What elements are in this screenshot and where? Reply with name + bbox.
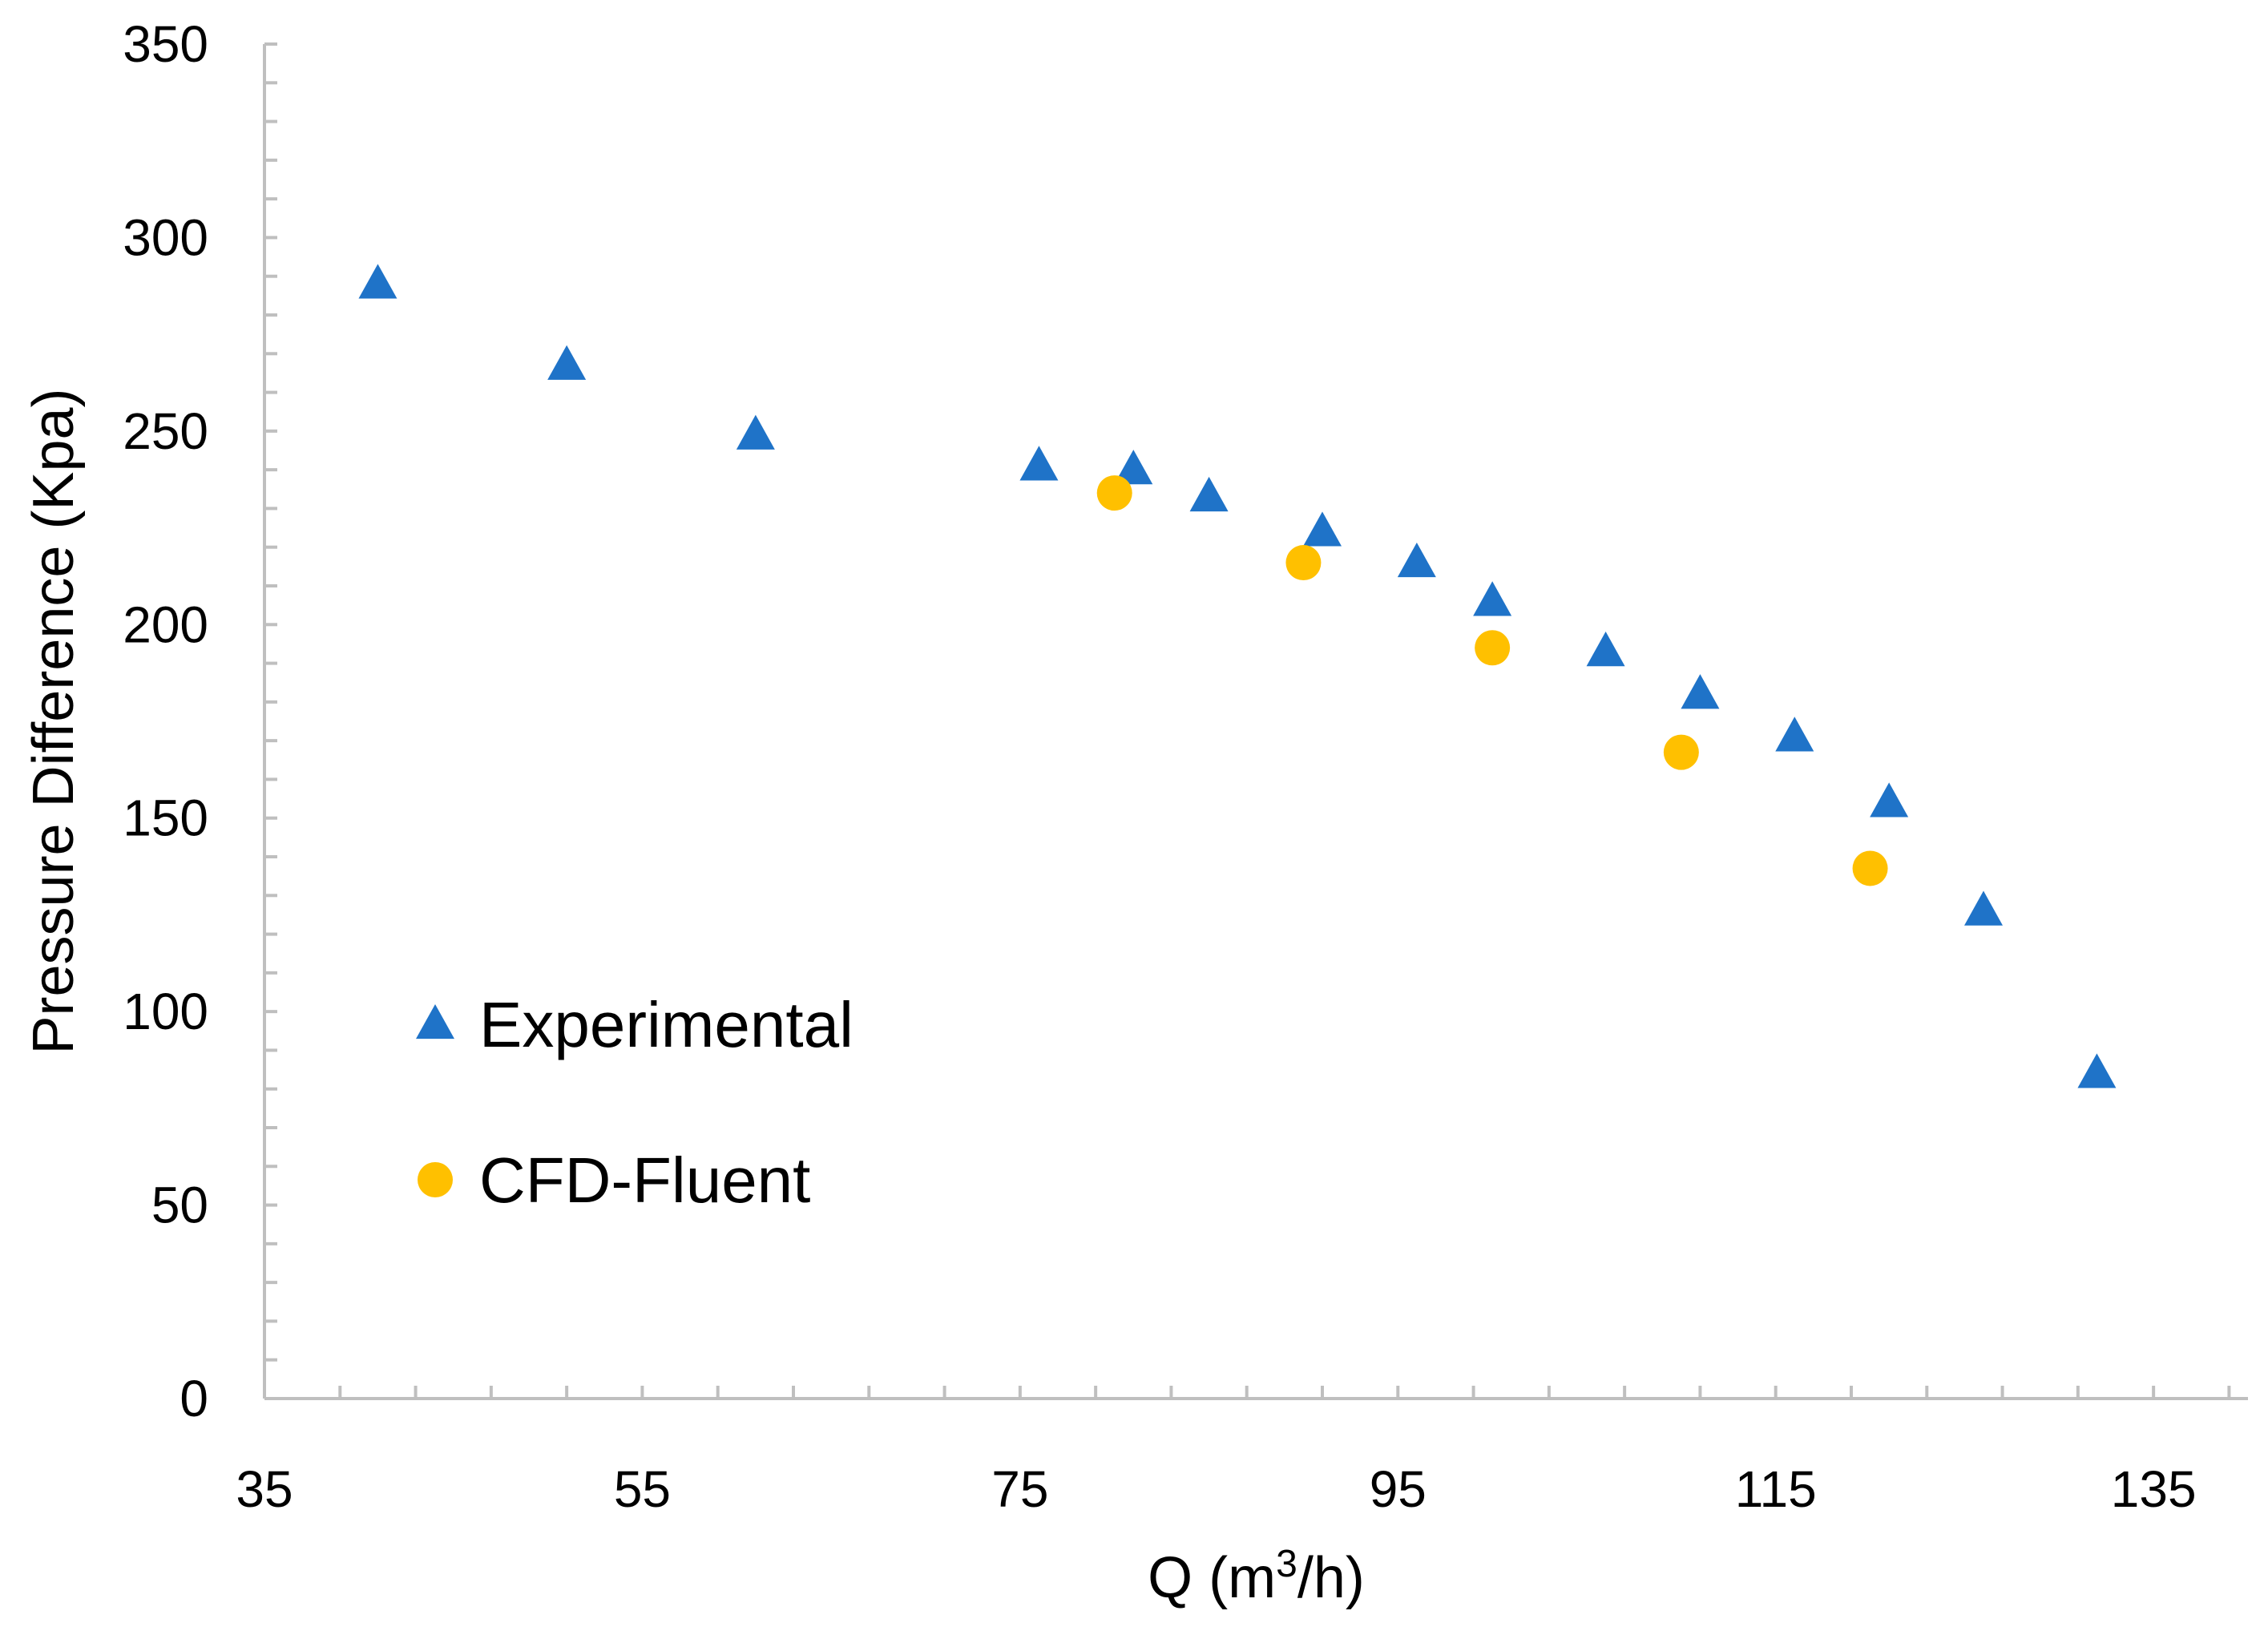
y-tick-label: 300 bbox=[123, 208, 208, 266]
experimental-point bbox=[358, 264, 398, 299]
x-tick-label: 35 bbox=[236, 1460, 293, 1518]
experimental-point bbox=[1870, 782, 1909, 817]
y-tick-label: 350 bbox=[123, 15, 208, 73]
legend-label-cfd-fluent: CFD-Fluent bbox=[479, 1144, 810, 1216]
experimental-point bbox=[547, 345, 587, 380]
axes: 0 50 100 150 200 250 300 350 35 55 75 95 115 135 bbox=[123, 15, 2248, 1518]
data-points bbox=[358, 264, 2117, 1088]
x-tick-label: 55 bbox=[614, 1460, 671, 1518]
y-tick-label: 0 bbox=[180, 1370, 208, 1427]
x-tick-label: 95 bbox=[1370, 1460, 1427, 1518]
legend-label-experimental: Experimental bbox=[479, 989, 854, 1060]
x-tick-label: 115 bbox=[1735, 1460, 1817, 1518]
legend: Experimental CFD-Fluent bbox=[416, 989, 854, 1216]
cfd-fluent-point bbox=[1475, 630, 1511, 666]
experimental-point bbox=[1303, 511, 1342, 547]
cfd-fluent-point bbox=[1852, 850, 1888, 886]
experimental-point bbox=[1189, 476, 1229, 512]
x-axis-title-base: Q (m bbox=[1148, 1546, 1276, 1610]
cfd-fluent-point bbox=[1285, 545, 1322, 581]
legend-marker-experimental bbox=[416, 1003, 454, 1040]
y-axis-title: Pressure Difference (Kpa) bbox=[22, 388, 86, 1054]
x-axis-title-superscript: 3 bbox=[1276, 1543, 1297, 1585]
experimental-point bbox=[1019, 446, 1059, 481]
experimental-point bbox=[1964, 890, 2003, 926]
experimental-point bbox=[1681, 674, 1720, 709]
y-tick-label: 100 bbox=[123, 983, 208, 1040]
cfd-fluent-point bbox=[1096, 475, 1132, 511]
x-tick-label: 135 bbox=[2111, 1460, 2197, 1518]
experimental-point bbox=[1586, 632, 1625, 667]
experimental-point bbox=[736, 414, 775, 450]
experimental-point bbox=[1473, 581, 1512, 616]
y-tick-label: 150 bbox=[123, 789, 208, 847]
legend-marker-cfd-fluent bbox=[418, 1162, 453, 1197]
experimental-point bbox=[1114, 450, 1153, 485]
x-axis-title: Q (m3/h) bbox=[1148, 1543, 1365, 1610]
y-tick-label: 250 bbox=[123, 402, 208, 460]
cfd-fluent-point bbox=[1663, 734, 1699, 770]
experimental-point bbox=[1397, 542, 1436, 578]
experimental-point bbox=[2077, 1053, 2117, 1088]
x-axis-title-tail: /h) bbox=[1297, 1546, 1365, 1610]
y-tick-label: 200 bbox=[123, 595, 208, 653]
y-tick-label: 50 bbox=[151, 1177, 208, 1234]
x-tick-label: 75 bbox=[991, 1460, 1048, 1518]
experimental-point bbox=[1775, 717, 1814, 752]
